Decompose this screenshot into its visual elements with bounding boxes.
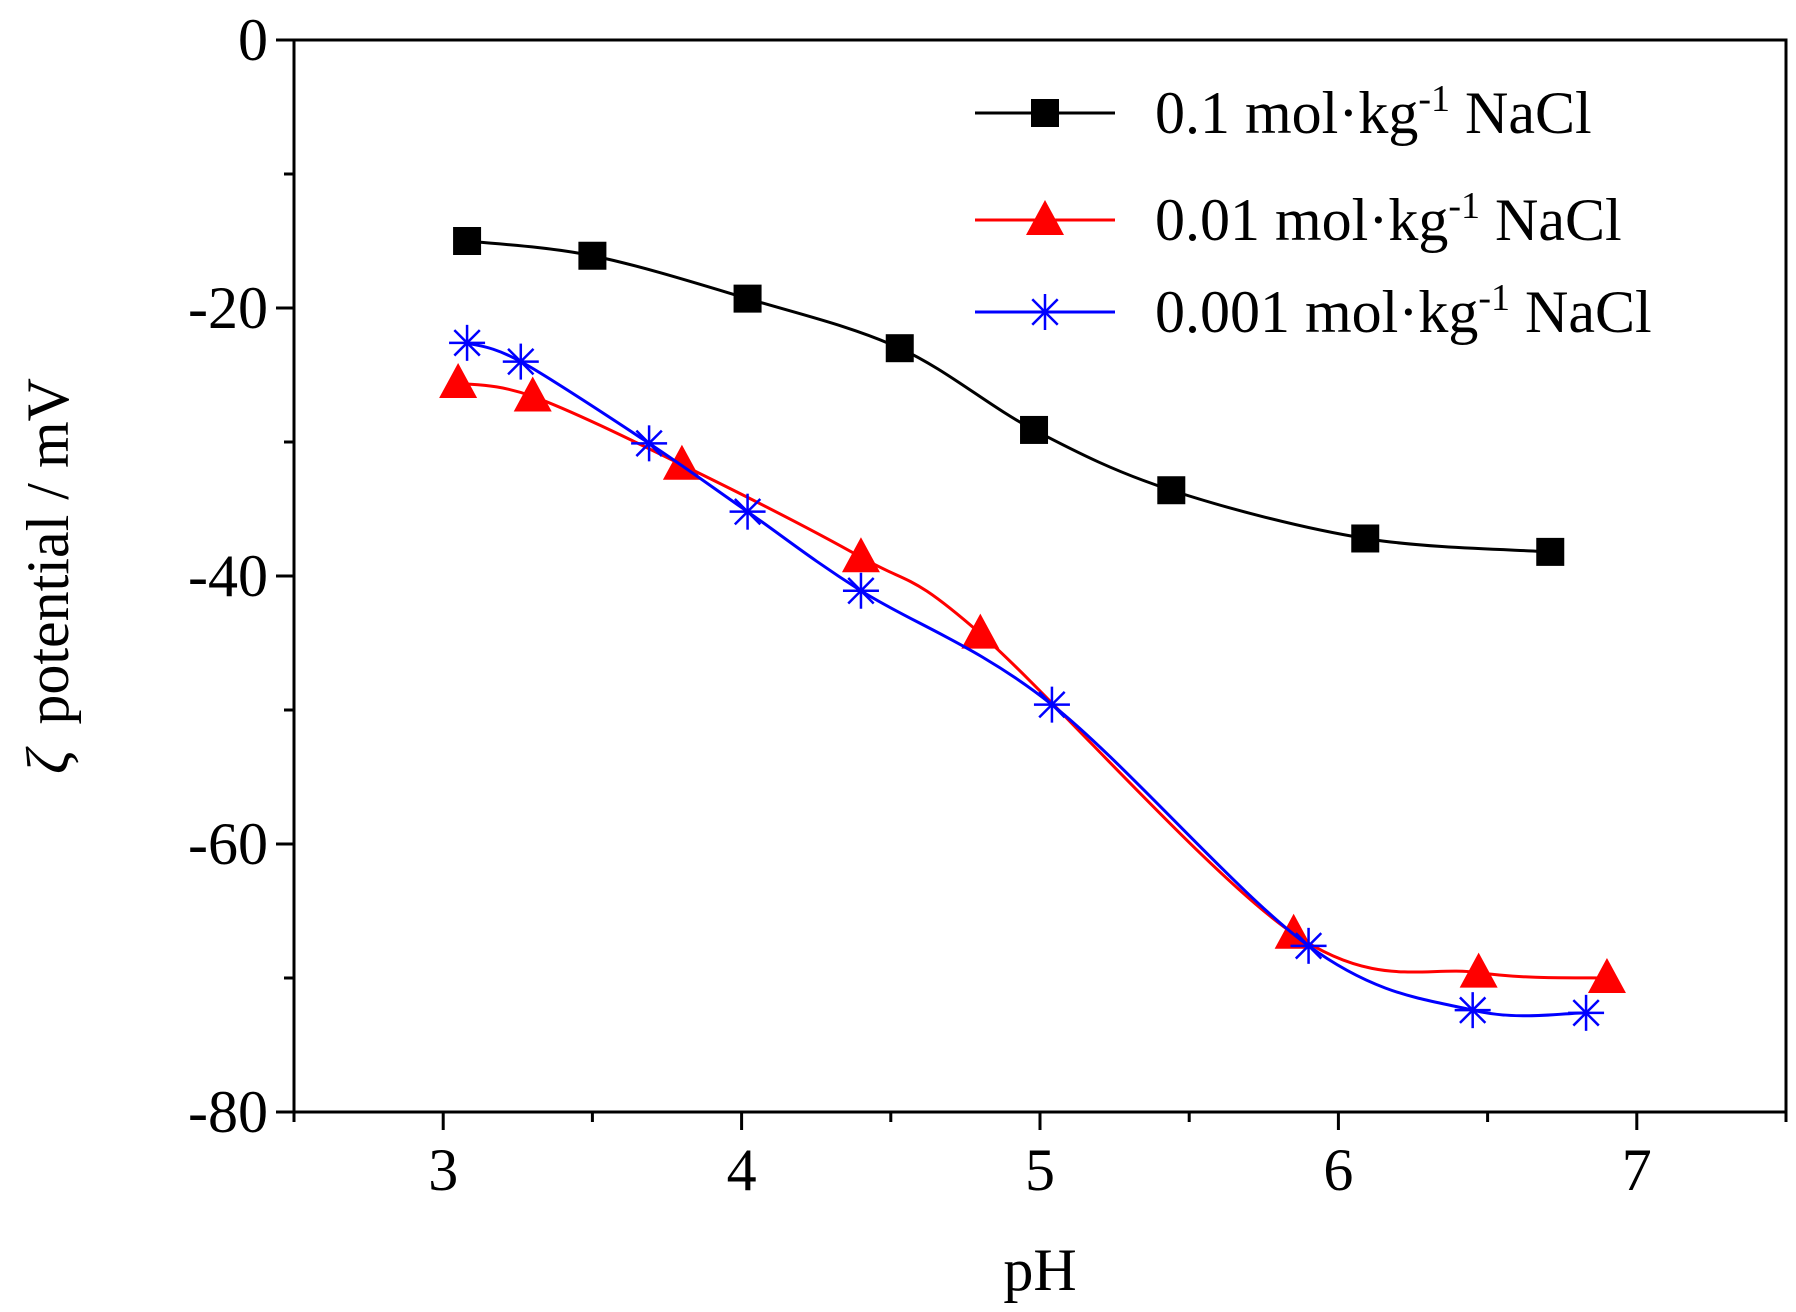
data-point-asterisk (1027, 294, 1063, 330)
legend-item-1: 0.01 mol·kg-1 NaCl (975, 185, 1622, 253)
y-tick-label: -60 (188, 811, 268, 877)
legend-label-main: 0.001 mol·kg (1155, 279, 1478, 345)
series-2 (449, 324, 1605, 1031)
y-tick-labels: 0 -20 -40 -60 -80 (188, 7, 268, 1145)
data-point-asterisk (502, 343, 539, 380)
x-tick-label: 4 (727, 1137, 757, 1203)
series-0 (453, 227, 1565, 566)
data-point-square (1020, 415, 1049, 444)
data-point-asterisk (449, 324, 486, 361)
y-axis-label-text: potential / mV (15, 378, 81, 725)
data-point-triangle (1026, 200, 1064, 235)
data-point-square (578, 241, 607, 270)
data-point-triangle (1587, 958, 1626, 993)
axis-ticks (276, 38, 1788, 1130)
data-point-square (733, 284, 762, 313)
x-tick-labels: 3 4 5 6 7 (428, 1137, 1652, 1203)
x-tick-label: 7 (1622, 1137, 1652, 1203)
data-point-square (1536, 537, 1565, 566)
y-tick-label: -80 (188, 1079, 268, 1145)
data-point-asterisk (1568, 994, 1605, 1031)
legend-item-0: 0.1 mol·kg-1 NaCl (975, 78, 1592, 146)
legend-label-suffix: NaCl (1480, 187, 1622, 253)
legend-label-sup: -1 (1448, 185, 1480, 227)
legend-label: 0.001 mol·kg-1 NaCl (1155, 277, 1652, 345)
y-tick-label: 0 (238, 7, 268, 73)
data-point-asterisk (631, 425, 668, 462)
legend-item-2: 0.001 mol·kg-1 NaCl (975, 277, 1652, 345)
data-point-asterisk (729, 493, 766, 530)
y-axis-label: ζ potential / mV (15, 378, 81, 774)
data-point-square (1157, 476, 1186, 505)
data-point-square (453, 227, 482, 255)
data-point-asterisk (1033, 686, 1070, 723)
series-line (457, 381, 1608, 980)
data-point-square (1351, 524, 1380, 553)
x-tick-label: 6 (1323, 1137, 1353, 1203)
legend-label-main: 0.1 mol·kg (1155, 80, 1418, 146)
x-tick-label: 3 (428, 1137, 458, 1203)
legend-label-main: 0.01 mol·kg (1155, 187, 1448, 253)
data-point-triangle (841, 537, 880, 573)
legend-label-sup: -1 (1418, 78, 1450, 120)
data-point-triangle (961, 613, 1000, 649)
legend-label: 0.1 mol·kg-1 NaCl (1155, 78, 1592, 146)
legend-label: 0.01 mol·kg-1 NaCl (1155, 185, 1622, 253)
data-point-triangle (439, 363, 478, 399)
y-axis-label-symbol: ζ (15, 746, 81, 774)
data-point-triangle (513, 376, 552, 412)
data-point-asterisk (1290, 927, 1327, 964)
data-point-asterisk (842, 572, 879, 609)
legend-label-suffix: NaCl (1450, 80, 1592, 146)
x-tick-label: 5 (1025, 1137, 1055, 1203)
series-layer (439, 227, 1626, 1031)
y-tick-label: -20 (188, 275, 268, 341)
data-point-square (1031, 99, 1059, 127)
y-tick-label: -40 (188, 543, 268, 609)
legend-label-suffix: NaCl (1510, 279, 1652, 345)
legend-label-sup: -1 (1478, 277, 1510, 319)
data-point-asterisk (1454, 992, 1491, 1029)
series-line (466, 341, 1587, 1018)
x-axis-label: pH (1003, 1237, 1076, 1303)
series-1 (439, 363, 1626, 993)
data-point-triangle (1459, 952, 1498, 988)
data-point-square (885, 334, 914, 363)
